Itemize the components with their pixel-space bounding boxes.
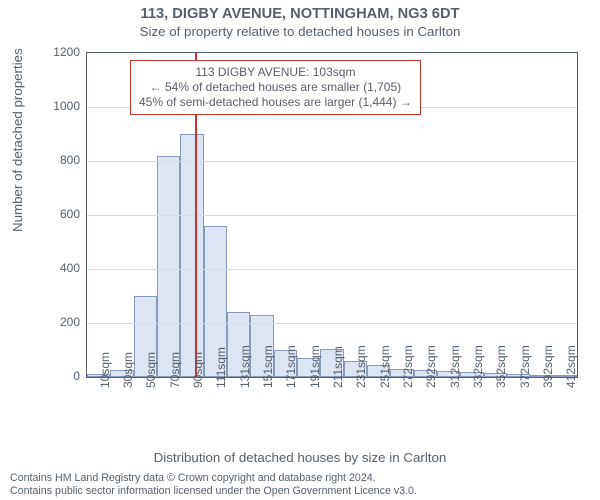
y-tick-label: 200: [50, 315, 80, 329]
annotation-line-2: ← 54% of detached houses are smaller (1,…: [139, 80, 412, 95]
x-tick-label: 272sqm: [401, 345, 415, 388]
x-tick-label: 231sqm: [354, 345, 368, 388]
chart-subtitle: Size of property relative to detached ho…: [0, 22, 600, 39]
gridline: [87, 323, 577, 324]
x-tick-label: 372sqm: [518, 345, 532, 388]
x-axis-title: Distribution of detached houses by size …: [0, 450, 600, 465]
x-tick-label: 211sqm: [331, 346, 345, 388]
x-tick-label: 111sqm: [214, 347, 228, 388]
x-tick-label: 171sqm: [284, 345, 298, 388]
y-tick-label: 800: [50, 153, 80, 167]
footer-line-2: Contains public sector information licen…: [10, 485, 417, 498]
y-tick-label: 0: [50, 369, 80, 383]
chart-container: 113, DIGBY AVENUE, NOTTINGHAM, NG3 6DT S…: [0, 0, 600, 500]
x-tick-label: 332sqm: [471, 345, 485, 388]
x-tick-label: 151sqm: [261, 345, 275, 388]
histogram-bar: [180, 134, 203, 377]
y-tick-label: 1200: [50, 45, 80, 59]
histogram-bar: [157, 156, 180, 377]
x-tick-label: 312sqm: [448, 345, 462, 388]
y-tick-label: 600: [50, 207, 80, 221]
annotation-line-1: 113 DIGBY AVENUE: 103sqm: [139, 65, 412, 80]
gridline: [87, 215, 577, 216]
y-tick-label: 1000: [50, 99, 80, 113]
x-tick-label: 352sqm: [494, 345, 508, 388]
gridline: [87, 161, 577, 162]
x-tick-label: 191sqm: [308, 345, 322, 388]
chart-title: 113, DIGBY AVENUE, NOTTINGHAM, NG3 6DT: [0, 0, 600, 22]
footer-line-1: Contains HM Land Registry data © Crown c…: [10, 472, 417, 485]
footer: Contains HM Land Registry data © Crown c…: [10, 472, 417, 498]
x-tick-label: 30sqm: [121, 352, 135, 388]
x-tick-label: 251sqm: [378, 345, 392, 388]
x-tick-label: 10sqm: [98, 352, 112, 388]
x-tick-label: 131sqm: [238, 345, 252, 388]
x-tick-label: 412sqm: [564, 345, 578, 388]
x-tick-label: 292sqm: [424, 345, 438, 388]
annotation-line-3: 45% of semi-detached houses are larger (…: [139, 95, 412, 110]
x-tick-label: 50sqm: [144, 352, 158, 388]
annotation-box: 113 DIGBY AVENUE: 103sqm ← 54% of detach…: [130, 60, 421, 115]
x-tick-label: 90sqm: [191, 352, 205, 388]
y-tick-label: 400: [50, 261, 80, 275]
x-tick-label: 392sqm: [541, 345, 555, 388]
gridline: [87, 269, 577, 270]
x-tick-label: 70sqm: [168, 352, 182, 388]
y-axis-title: Number of detached properties: [10, 48, 25, 232]
